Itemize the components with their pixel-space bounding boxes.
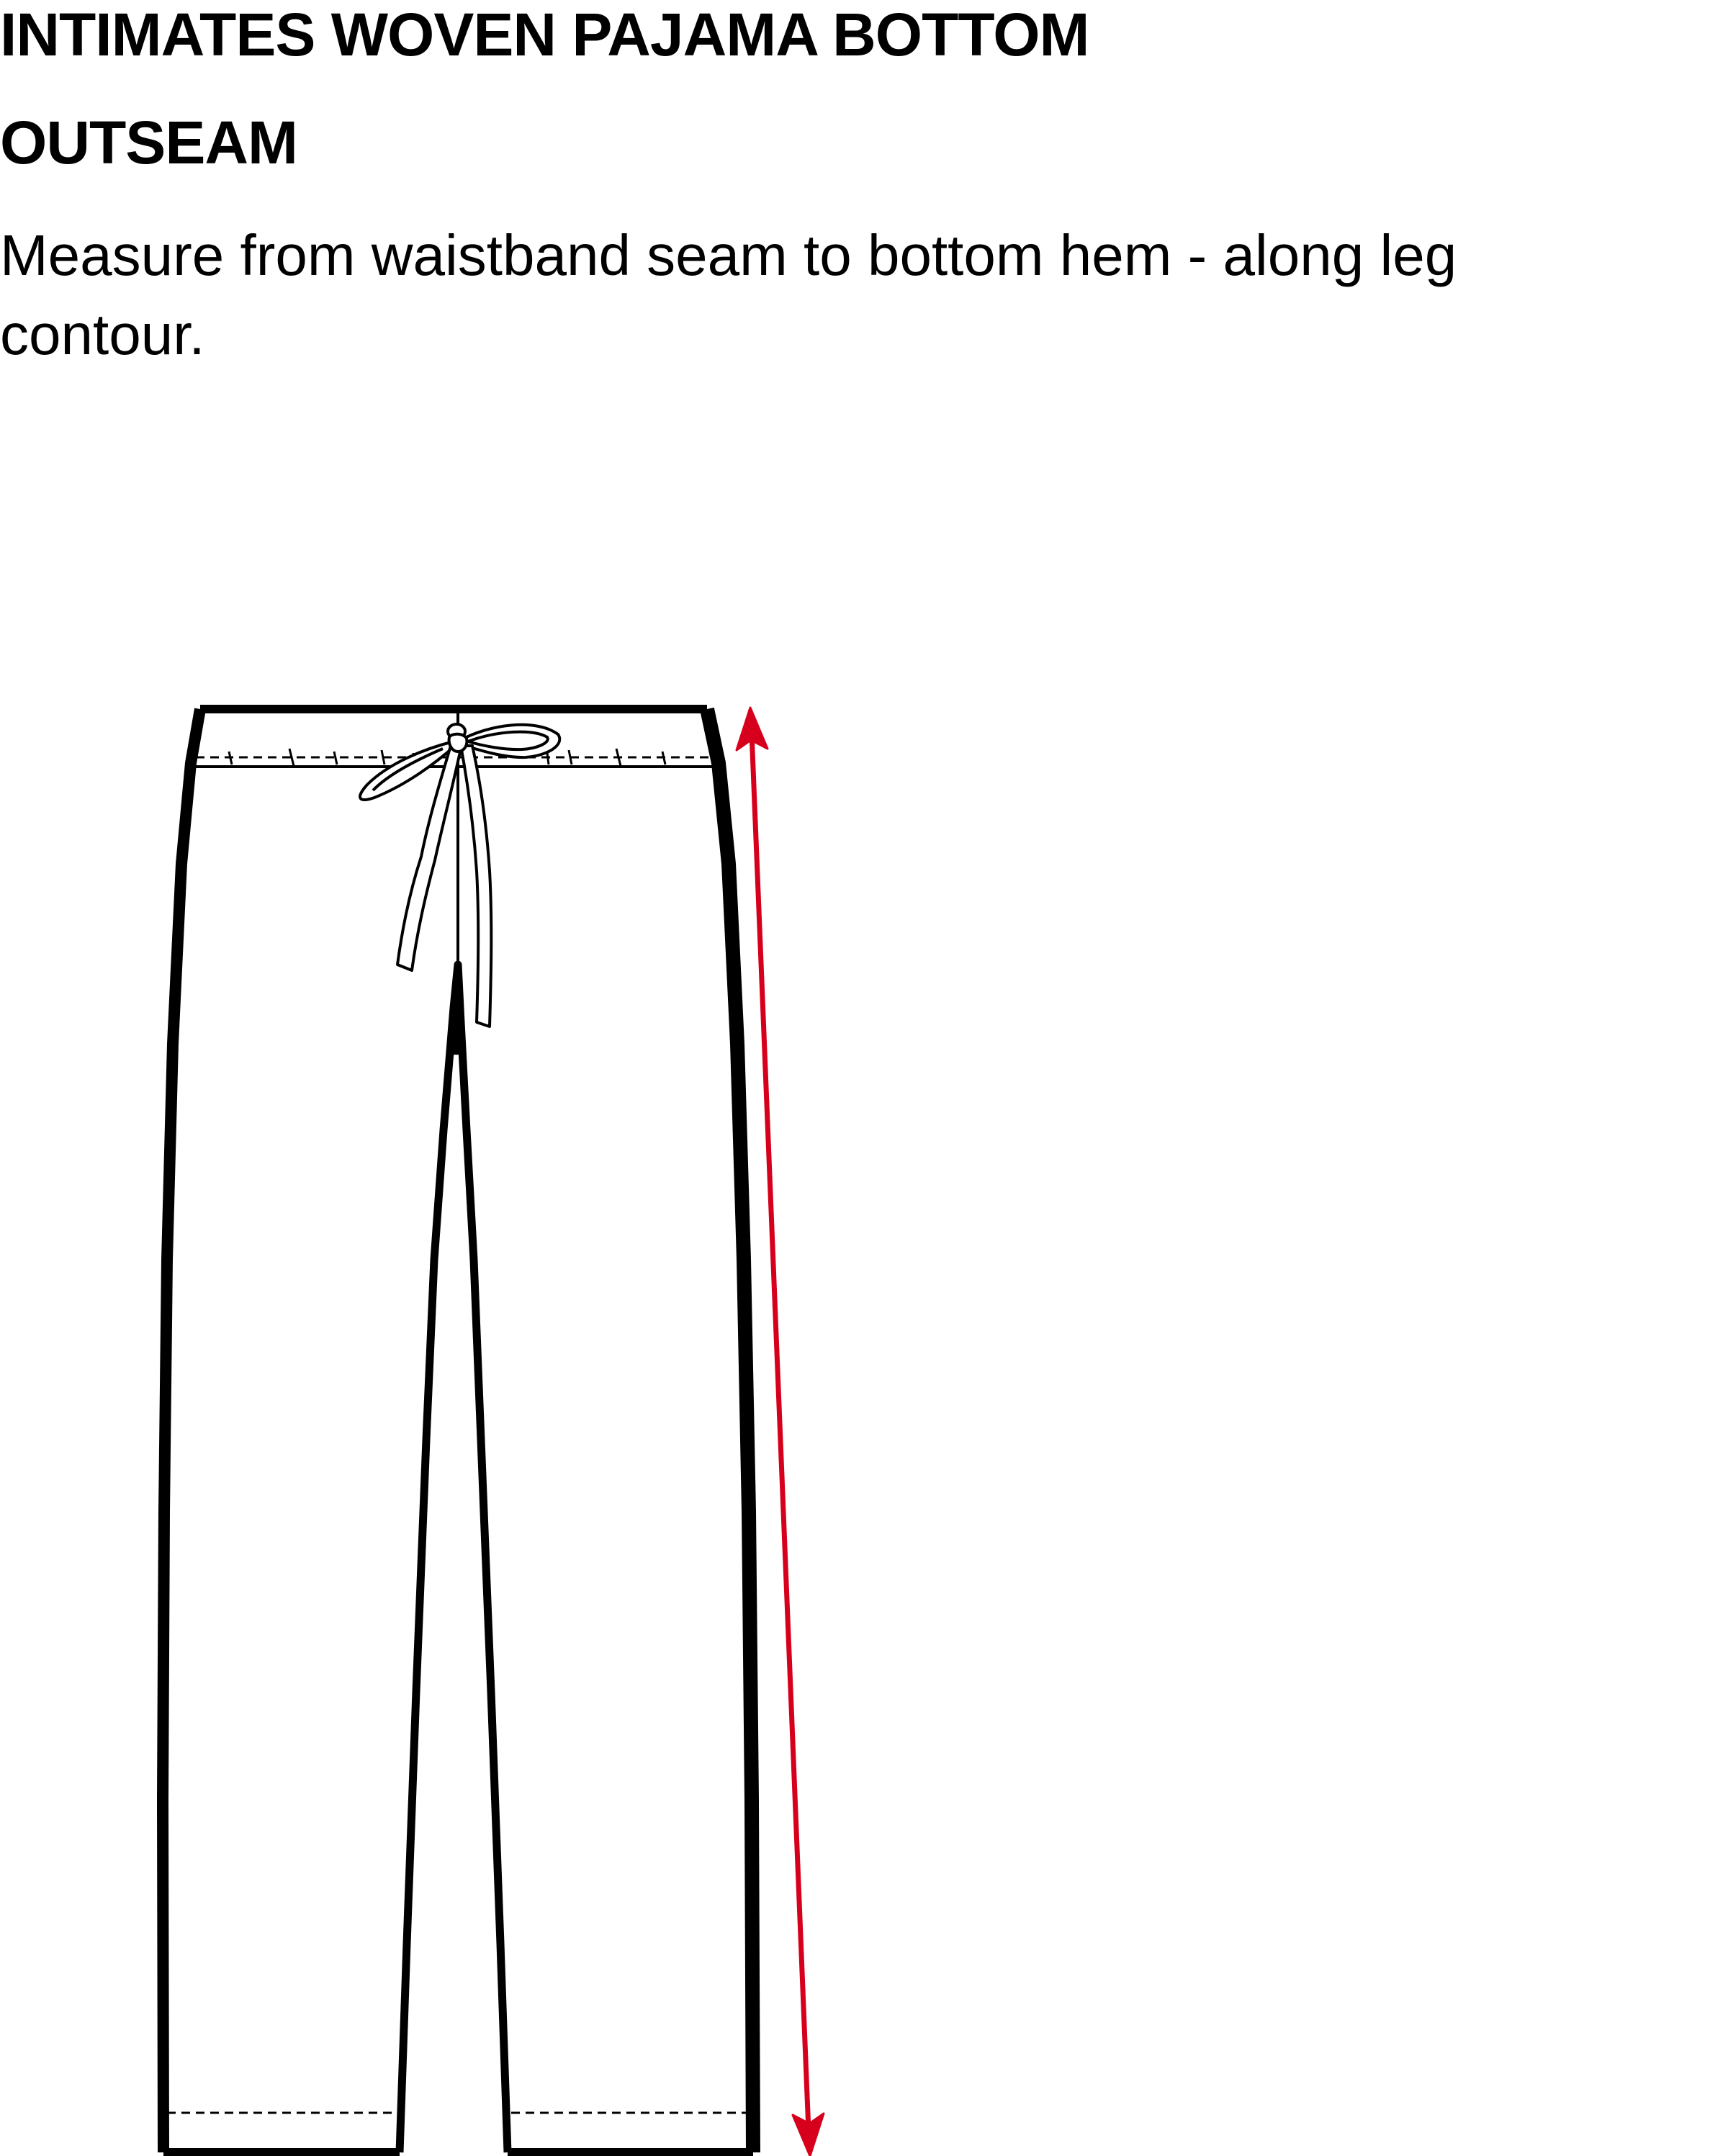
drawstring-left-end [396,744,462,972]
measurement-name: OUTSEAM [0,109,298,176]
outseam-measure-line [749,732,811,2132]
measurement-instructions: Measure from waistband seam to bottom he… [0,223,1457,366]
pants-right-outer-seam [700,707,760,2153]
pants-left-outer-seam [157,708,206,2153]
pants-right-inseam [454,964,512,2153]
drawstring-tie-icon [359,723,562,1028]
outseam-measure-arrow-icon [735,706,825,2156]
pants-stitch-details [167,709,750,2114]
outseam-arrowhead-top [735,706,769,752]
pants-left-inseam [395,960,462,2153]
outseam-arrowhead-bottom [791,2112,825,2156]
drawstring-right-end [459,744,493,1028]
drawstring-knot [447,732,469,753]
drawstring-left-loop [359,740,456,801]
pants-outline-icon [157,705,760,2156]
page-title: INTIMATES WOVEN PAJAMA BOTTOM [0,1,1090,68]
